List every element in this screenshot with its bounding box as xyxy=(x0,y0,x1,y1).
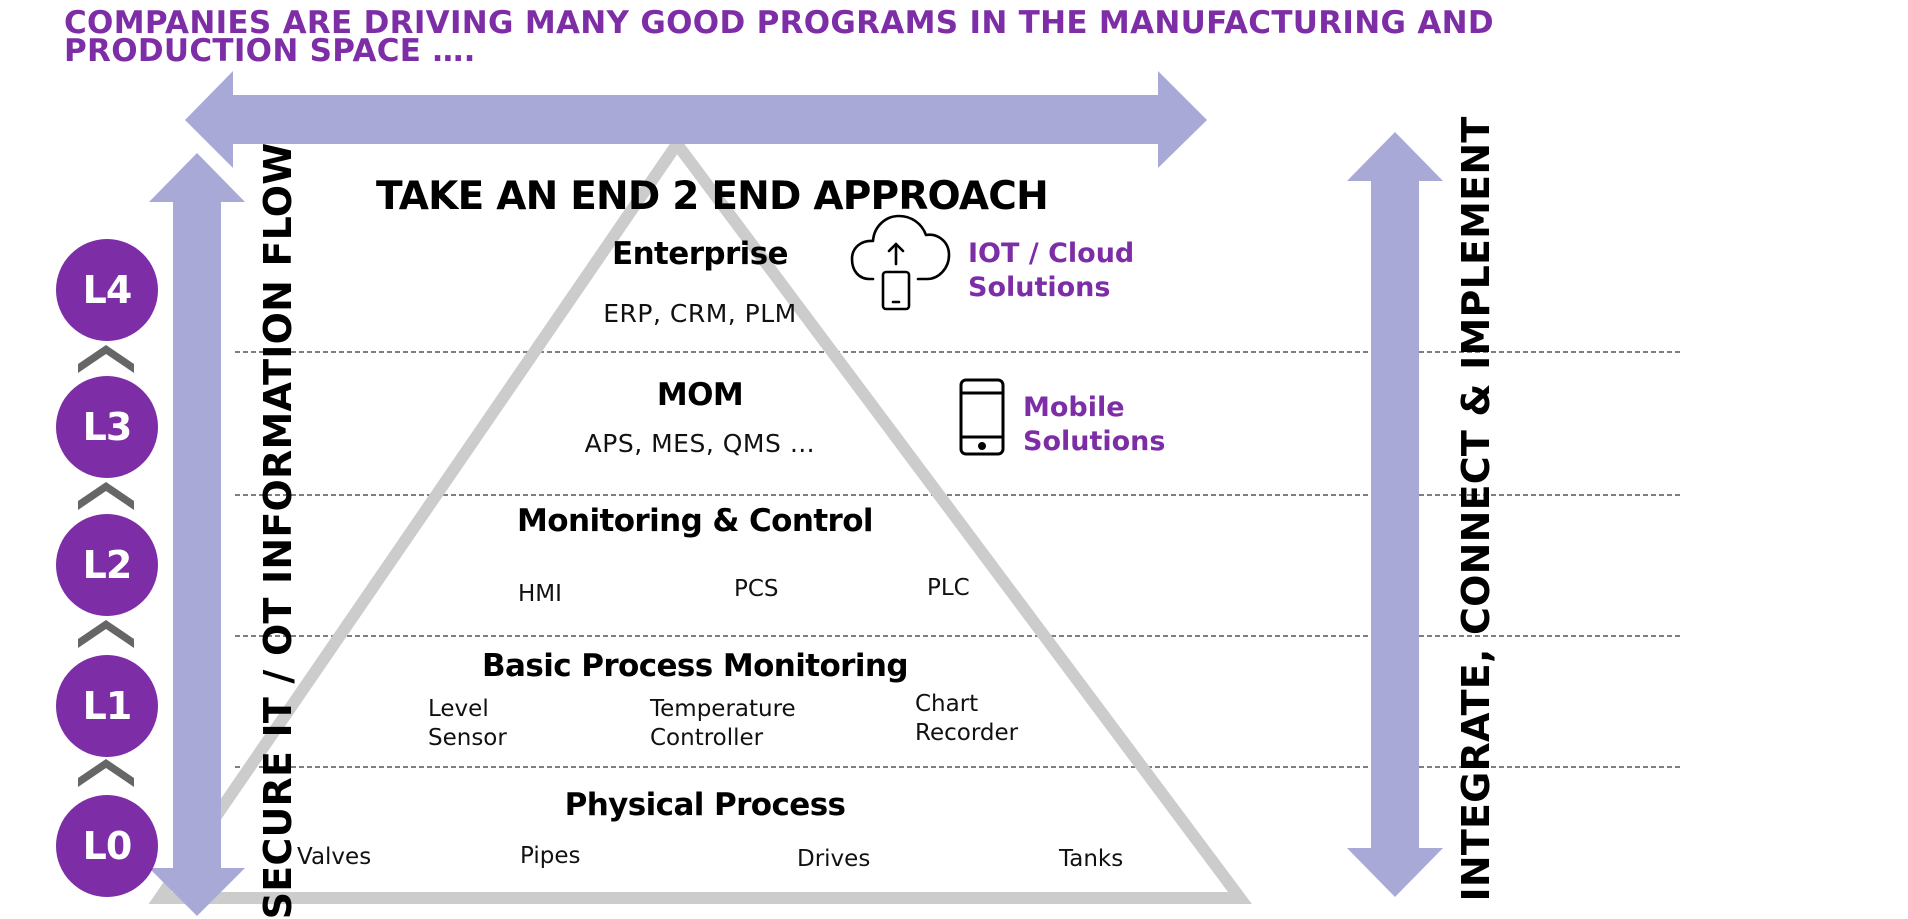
chevron-up-icon xyxy=(78,345,134,373)
right-double-arrow xyxy=(1347,132,1443,897)
basic-item-level-sensor: Level Sensor xyxy=(428,696,507,751)
level-badge-l1: L1 xyxy=(56,655,158,757)
top-double-arrow xyxy=(185,71,1207,168)
basic-monitoring-title: Basic Process Monitoring xyxy=(482,648,909,684)
left-flow-label: SECURE IT / OT INFORMATION FLOW xyxy=(256,142,300,919)
smartphone-icon xyxy=(959,378,1005,456)
mom-subtitle: APS, MES, QMS … xyxy=(584,429,816,458)
physical-process-title: Physical Process xyxy=(564,787,846,823)
monitoring-item-plc: PLC xyxy=(927,575,970,601)
physical-item-drives: Drives xyxy=(797,846,871,872)
basic-item-chart-recorder: Chart Recorder xyxy=(915,691,1019,746)
basic-item-temperature-controller: Temperature Controller xyxy=(650,696,796,751)
cloud-upload-phone-icon xyxy=(850,214,951,311)
monitoring-control-title: Monitoring & Control xyxy=(517,503,874,539)
monitoring-item-pcs: PCS xyxy=(734,576,779,602)
level-dividers xyxy=(235,351,1682,768)
chevron-up-icon xyxy=(78,482,134,510)
mom-title: MOM xyxy=(656,377,744,413)
monitoring-item-hmi: HMI xyxy=(518,581,562,607)
pyramid-triangle xyxy=(148,133,1252,904)
level-badge-l4: L4 xyxy=(56,239,158,341)
chevron-up-icon xyxy=(78,620,134,648)
level-badge-l3: L3 xyxy=(56,376,158,478)
physical-item-valves: Valves xyxy=(297,844,372,870)
approach-title: TAKE AN END 2 END APPROACH xyxy=(376,174,1049,219)
page-heading: COMPANIES ARE DRIVING MANY GOOD PROGRAMS… xyxy=(64,5,1494,69)
iot-cloud-solutions-label: IOT / Cloud Solutions xyxy=(968,238,1135,303)
mobile-solutions-label: Mobile Solutions xyxy=(1023,392,1166,457)
level-badge-l2: L2 xyxy=(56,514,158,616)
enterprise-subtitle: ERP, CRM, PLM xyxy=(603,299,797,328)
physical-item-tanks: Tanks xyxy=(1059,846,1124,872)
right-flow-label: INTEGRATE, CONNECT & IMPLEMENT xyxy=(1454,116,1498,902)
chevron-up-icon xyxy=(78,759,134,787)
level-badge-l0: L0 xyxy=(56,795,158,897)
left-double-arrow xyxy=(149,153,245,916)
enterprise-title: Enterprise xyxy=(612,236,789,272)
physical-item-pipes: Pipes xyxy=(520,843,581,869)
